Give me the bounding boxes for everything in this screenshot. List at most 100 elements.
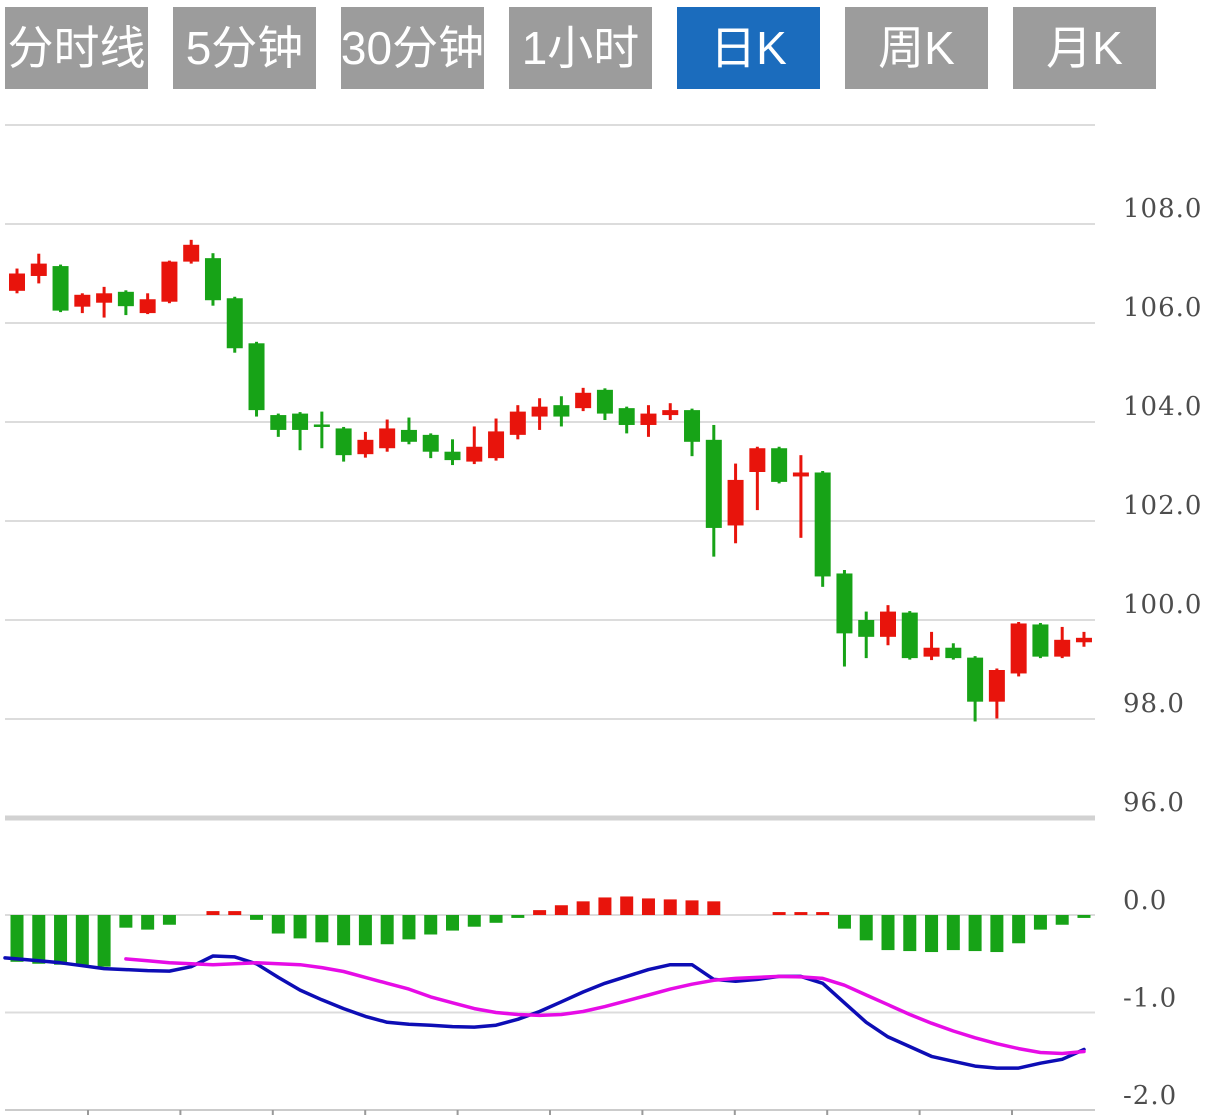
candle-body — [749, 448, 766, 472]
tab-daily-k[interactable]: 日K — [677, 7, 820, 89]
candle-body — [52, 266, 69, 311]
macd-histogram-bar — [707, 901, 721, 915]
candle-body — [814, 472, 831, 577]
tab-5-minute[interactable]: 5分钟 — [173, 7, 316, 89]
candle-body — [509, 411, 526, 435]
candle-body — [1010, 623, 1027, 674]
candle-body — [988, 669, 1005, 702]
macd-histogram-bar — [685, 900, 699, 915]
candle-body — [30, 263, 47, 276]
candle-body — [422, 434, 439, 452]
candle-body — [967, 657, 984, 702]
candle-wick — [930, 631, 934, 661]
price-axis-label: 106.0 — [1123, 293, 1202, 323]
candle-body — [74, 294, 91, 307]
tab-weekly-k[interactable]: 周K — [845, 7, 988, 89]
macd-histogram-bar — [1077, 915, 1091, 918]
macd-histogram-bar — [162, 915, 176, 925]
candle-body — [1032, 624, 1049, 657]
candle-body — [1075, 637, 1092, 643]
candle-body — [292, 413, 309, 430]
macd-histogram-bar — [293, 915, 307, 939]
macd-histogram-bar — [32, 915, 46, 964]
tab-1-hour[interactable]: 1小时 — [509, 7, 652, 89]
candle-body — [836, 573, 853, 634]
macd-histogram-bar — [816, 912, 830, 915]
price-axis-label: 104.0 — [1123, 392, 1202, 422]
macd-dif-line — [3, 954, 1086, 1070]
price-axis-label: 102.0 — [1123, 491, 1202, 521]
candle-body — [183, 244, 200, 262]
candle-body — [400, 429, 417, 442]
candle-body — [662, 410, 679, 416]
candle-body — [901, 612, 918, 659]
macd-histogram-bar — [141, 915, 155, 930]
macd-histogram-bar — [97, 915, 111, 967]
candle-body — [488, 431, 505, 459]
period-tabbar: 分时线 5分钟 30分钟 1小时 日K 周K 月K — [5, 7, 1156, 89]
candle-wick — [755, 446, 759, 511]
macd-histogram-bar — [1012, 915, 1026, 944]
macd-histogram-bar — [75, 915, 89, 966]
candle-body — [204, 258, 221, 301]
macd-histogram-bar — [358, 915, 372, 946]
macd-histogram-bar — [990, 915, 1004, 953]
macd-histogram-bar — [511, 915, 525, 918]
macd-histogram-bar — [881, 915, 895, 951]
macd-histogram-bar — [119, 915, 133, 928]
candle-body — [357, 439, 374, 455]
macd-histogram-bar — [446, 915, 459, 931]
macd-histogram-bar — [554, 905, 568, 915]
price-axis-label: 108.0 — [1123, 194, 1202, 224]
macd-histogram-bar — [1055, 915, 1069, 925]
candle-body — [226, 298, 243, 349]
macd-axis-label: 0.0 — [1123, 886, 1167, 916]
macd-axis-label: -2.0 — [1123, 1081, 1177, 1111]
macd-histogram-bar — [641, 898, 655, 915]
macd-histogram-bar — [424, 915, 438, 935]
candle-wick — [799, 455, 803, 538]
macd-histogram-bar — [489, 915, 503, 923]
candle-body — [466, 446, 483, 462]
tab-30-minute[interactable]: 30分钟 — [341, 7, 484, 89]
candle-body — [553, 405, 570, 417]
tab-timeshare-line[interactable]: 分时线 — [5, 7, 148, 89]
candle-body — [444, 451, 461, 461]
macd-histogram-bar — [598, 897, 612, 915]
macd-histogram-bar — [337, 915, 351, 946]
macd-histogram-bar — [380, 915, 394, 945]
candle-body — [9, 273, 25, 291]
candle-body — [945, 647, 962, 659]
candle-body — [531, 406, 548, 417]
macd-histogram-bar — [794, 912, 808, 915]
candle-body — [379, 428, 396, 449]
candle-body — [923, 647, 940, 657]
candle-body — [270, 415, 287, 430]
macd-dea-line — [124, 957, 1086, 1056]
macd-histogram-bar — [925, 915, 939, 953]
macd-histogram-bar — [663, 899, 677, 915]
macd-histogram-bar — [467, 915, 481, 927]
price-axis-label: 100.0 — [1123, 590, 1202, 620]
macd-axis-label: -1.0 — [1123, 984, 1177, 1014]
candle-body — [596, 389, 613, 414]
macd-histogram-bar — [576, 901, 590, 915]
candle-body — [248, 343, 265, 411]
candle-wick — [320, 411, 324, 449]
candle-body — [684, 410, 701, 442]
candle-body — [858, 620, 875, 637]
candle-wick — [472, 426, 476, 465]
candle-body — [335, 428, 352, 456]
macd-histogram-bar — [772, 912, 786, 915]
macd-histogram-bar — [620, 896, 634, 915]
candle-body — [161, 261, 178, 302]
macd-histogram-bar — [315, 915, 329, 943]
price-axis-label: 96.0 — [1123, 788, 1185, 818]
candle-body — [640, 413, 657, 425]
tab-monthly-k[interactable]: 月K — [1013, 7, 1156, 89]
price-axis-label: 98.0 — [1123, 689, 1185, 719]
macd-histogram-bar — [54, 915, 68, 965]
macd-histogram-bar — [228, 911, 242, 915]
